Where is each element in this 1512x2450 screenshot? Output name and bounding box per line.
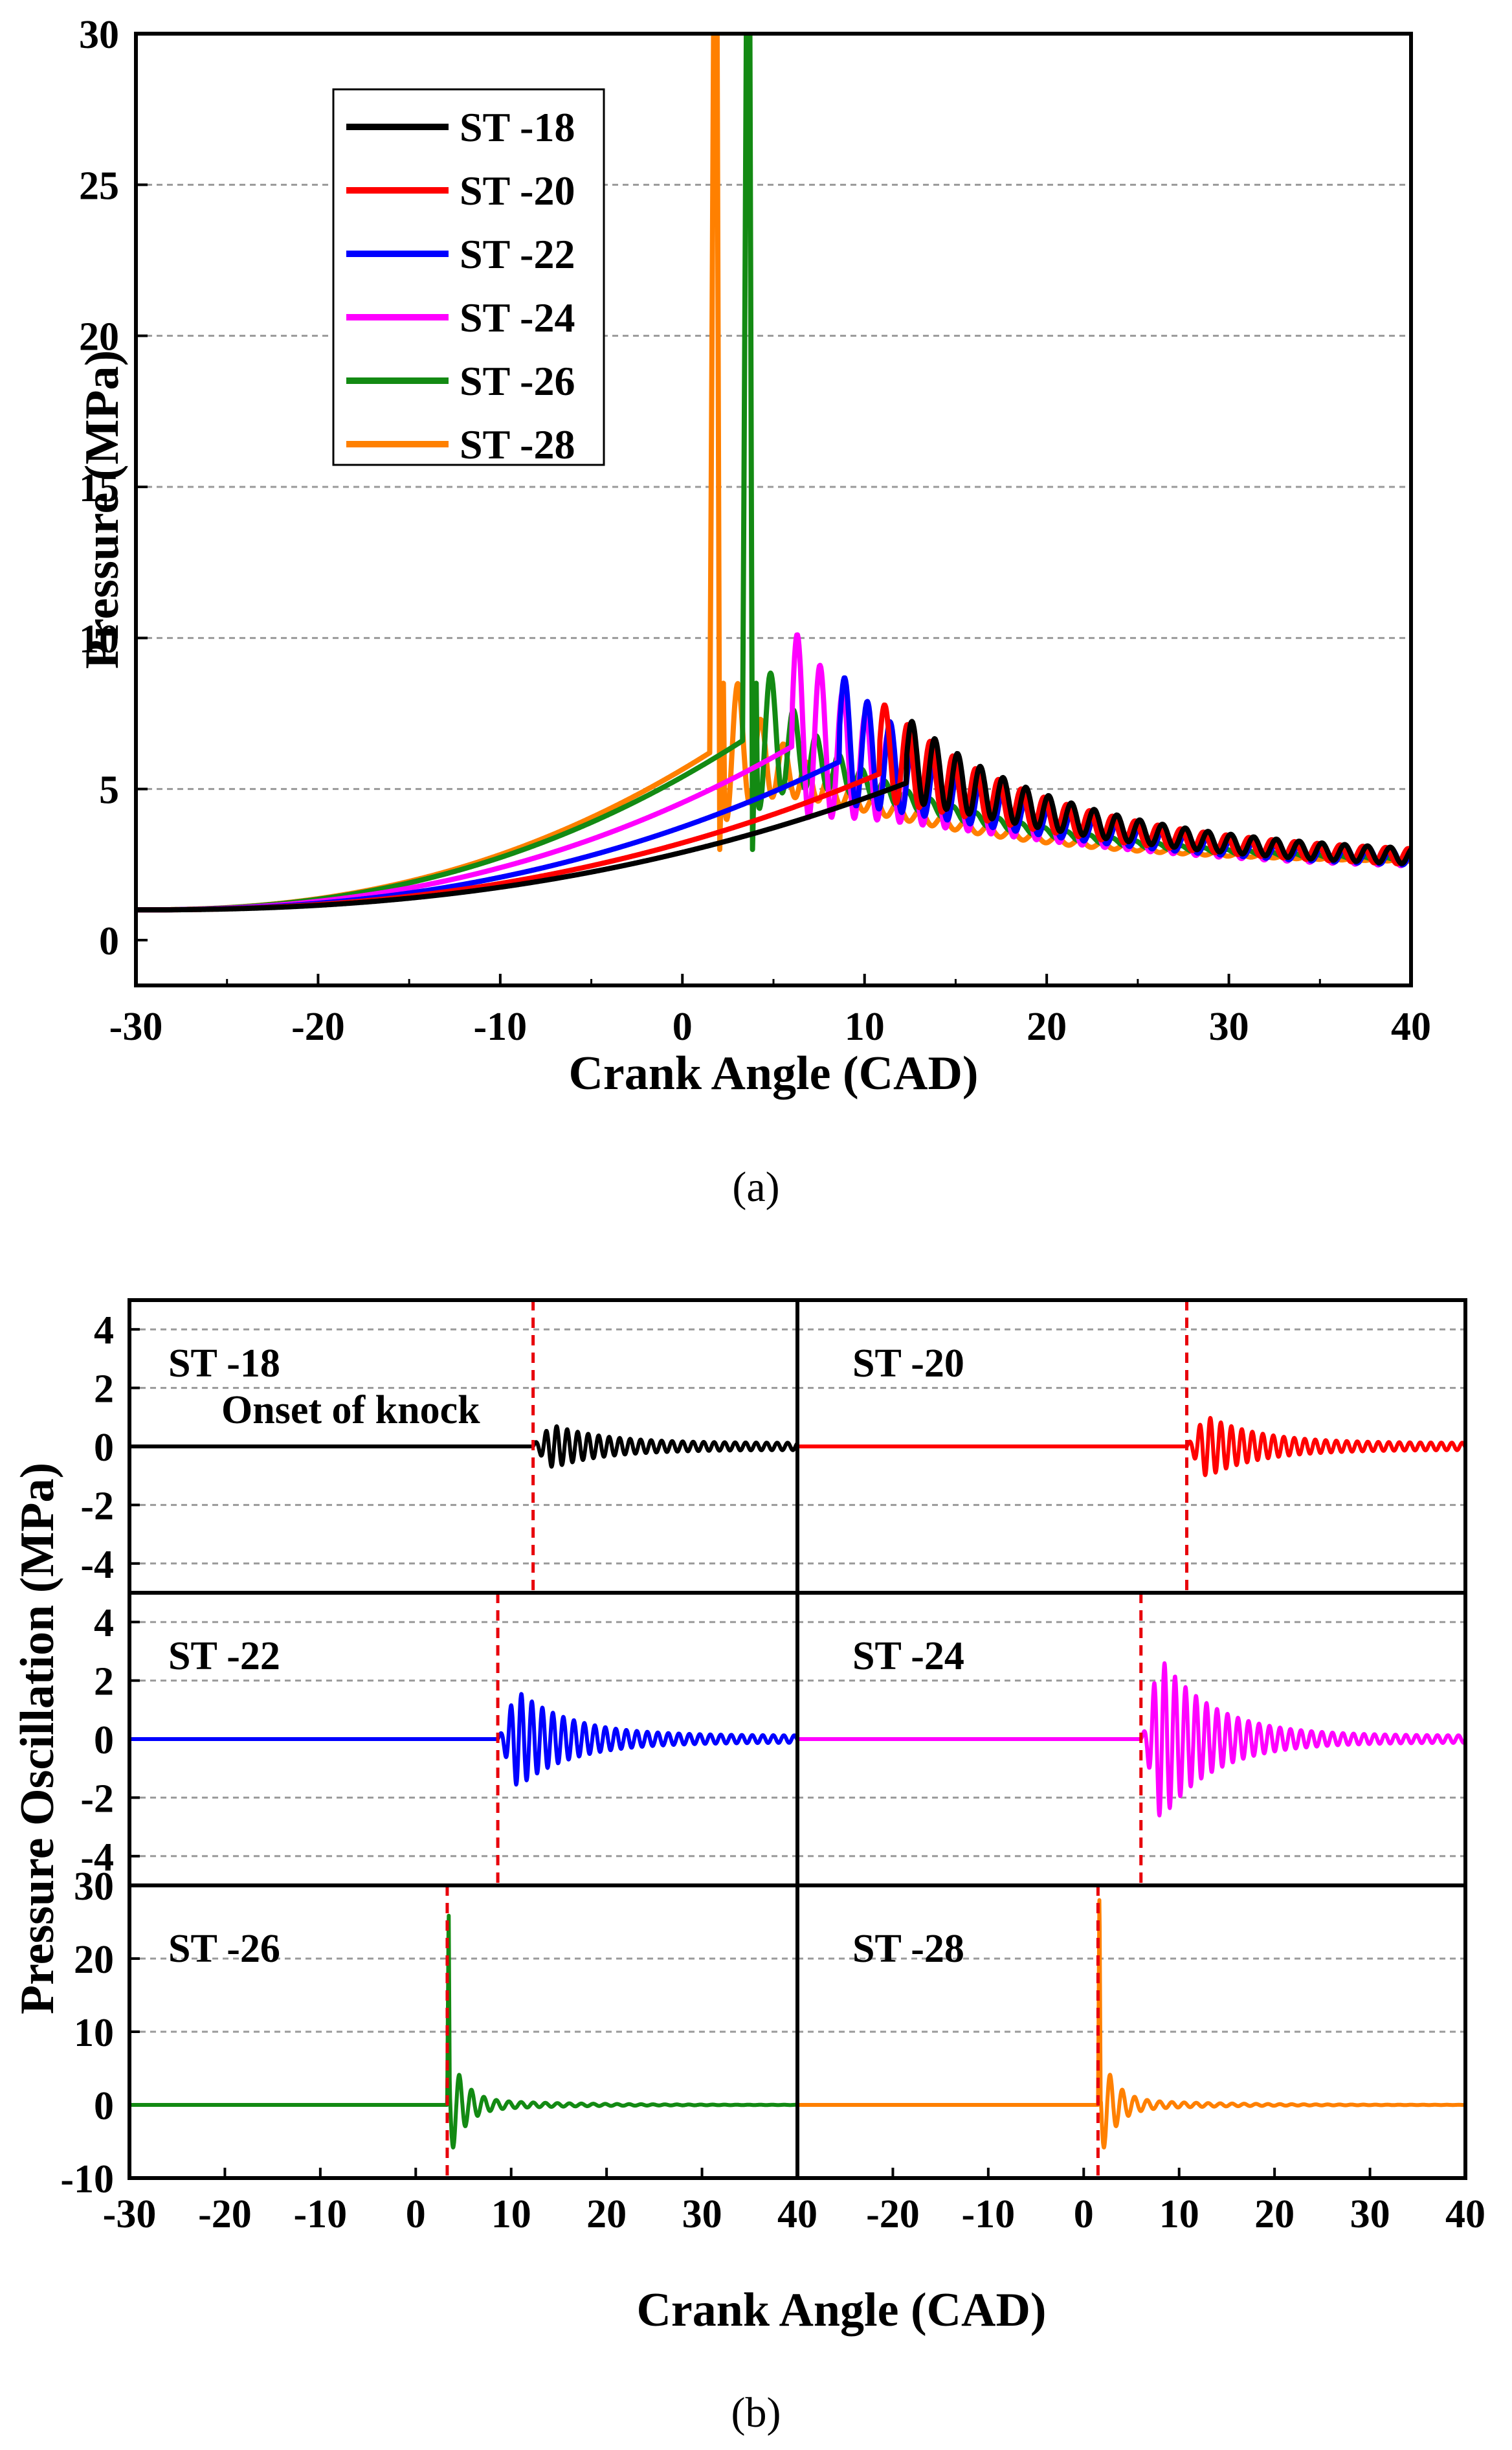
y-axis-label: Pressure (MPa): [76, 350, 129, 669]
panel-a-pressure-chart: 0 5 10 15 20 25 30 -30 -20 -10 0 10 20 30 40 ST -18 ST -…: [76, 13, 1431, 1100]
subplot-label: ST -26: [168, 1927, 280, 1971]
y-tick-label: 20: [79, 315, 119, 359]
y-tick-label: 0: [94, 1718, 114, 1762]
y-tick-label: 10: [79, 617, 119, 661]
x-tick-label: 40: [1445, 2192, 1485, 2236]
y-axis-label: Pressure Oscillation (MPa): [11, 1463, 64, 2014]
panel-a-caption: (a): [732, 1163, 779, 1211]
x-tick-label: 30: [682, 2192, 722, 2236]
x-tick-label: 40: [777, 2192, 817, 2236]
subplot-label: ST -18: [168, 1342, 280, 1386]
y-tick-label: 0: [94, 1426, 114, 1470]
legend-label: ST -28: [460, 421, 575, 467]
y-tick-label: 4: [94, 1601, 114, 1645]
x-tick-label: 0: [673, 1005, 693, 1049]
oscillation-line: [128, 1692, 799, 1787]
plot-frame: [134, 32, 1413, 987]
subplot-label: ST -22: [168, 1634, 280, 1678]
subplot-label: ST -28: [852, 1927, 964, 1971]
x-tick-label: -20: [291, 1005, 345, 1049]
y-tick-label: 5: [99, 769, 119, 813]
y-tick-label: 30: [74, 1865, 114, 1909]
subplot-frame: [795, 1883, 1467, 2180]
series-line-st-28: [136, 34, 1411, 913]
x-tick-label: 20: [586, 2192, 627, 2236]
panel-b-caption: (b): [731, 2389, 781, 2436]
y-tick-label: 0: [99, 919, 119, 963]
oscillation-line: [128, 1913, 799, 2150]
y-tick-label: 25: [79, 164, 119, 208]
x-tick-label: -10: [474, 1005, 528, 1049]
x-tick-label: -30: [103, 2192, 157, 2236]
x-tick-label: 20: [1254, 2192, 1295, 2236]
subplot-st-20: ST -20: [795, 1298, 1467, 1595]
x-tick-label: 10: [491, 2192, 531, 2236]
x-tick-label: 30: [1209, 1005, 1249, 1049]
x-tick-label: -10: [962, 2192, 1016, 2236]
y-tick-label: -4: [80, 1543, 114, 1587]
series-line-st-20: [136, 702, 1411, 913]
legend-label: ST -24: [460, 295, 575, 341]
x-axis-label: Crank Angle (CAD): [636, 2284, 1046, 2337]
subplot-st-18: -4 -2 0 2 4 ST -18: [80, 1298, 799, 1595]
subplot-label: ST -20: [852, 1342, 964, 1386]
y-tick-label: 15: [79, 466, 119, 510]
x-axis-label: Crank Angle (CAD): [568, 1047, 978, 1100]
y-tick-label: 4: [94, 1309, 114, 1353]
y-tick-label: -10: [60, 2157, 114, 2201]
series-line-st-26: [136, 34, 1411, 913]
y-tick-label: -2: [80, 1484, 114, 1528]
subplot-st-22: -4 -2 0 2 4 ST -22: [80, 1591, 799, 1887]
subplot-st-24: ST -24: [795, 1591, 1467, 1887]
oscillation-line: [795, 1415, 1467, 1478]
legend-label: ST -26: [460, 358, 575, 404]
x-tick-label: -30: [109, 1005, 163, 1049]
y-tick-label: 2: [94, 1660, 114, 1704]
subplot-st-26: -10 0 10 20 30 ST -26 -30 -20 -10 0 10 20 30 40: [60, 1865, 817, 2236]
x-tick-label: 30: [1350, 2192, 1390, 2236]
x-tick-label: 20: [1027, 1005, 1067, 1049]
x-tick-label: 40: [1391, 1005, 1431, 1049]
oscillation-line: [128, 1424, 799, 1469]
subplot-st-28: ST -28 -20 -10 0 10 20 30 40: [795, 1883, 1485, 2236]
onset-of-knock-annotation: Onset of knock: [221, 1388, 480, 1432]
y-tick-label: 20: [74, 1938, 114, 1982]
x-tick-label: -10: [294, 2192, 348, 2236]
legend-box: [332, 88, 605, 466]
x-tick-label: 10: [1159, 2192, 1199, 2236]
legend-label: ST -18: [460, 104, 575, 150]
x-tick-label: 10: [845, 1005, 885, 1049]
legend-label: ST -20: [460, 168, 575, 214]
oscillation-line: [795, 1898, 1467, 2150]
y-tick-label: 2: [94, 1367, 114, 1411]
x-tick-label: 0: [1074, 2192, 1094, 2236]
subplot-label: ST -24: [852, 1634, 964, 1678]
y-tick-label: -4: [80, 1836, 114, 1880]
series-line-st-18: [136, 719, 1411, 913]
y-tick-label: 30: [79, 13, 119, 57]
y-tick-label: 0: [94, 2084, 114, 2128]
y-tick-label: -2: [80, 1777, 114, 1821]
x-tick-label: -20: [866, 2192, 920, 2236]
oscillation-line: [795, 1661, 1467, 1817]
x-tick-label: -20: [198, 2192, 252, 2236]
y-tick-label: 10: [74, 2011, 114, 2055]
x-tick-label: 0: [406, 2192, 426, 2236]
legend-label: ST -22: [460, 231, 575, 277]
